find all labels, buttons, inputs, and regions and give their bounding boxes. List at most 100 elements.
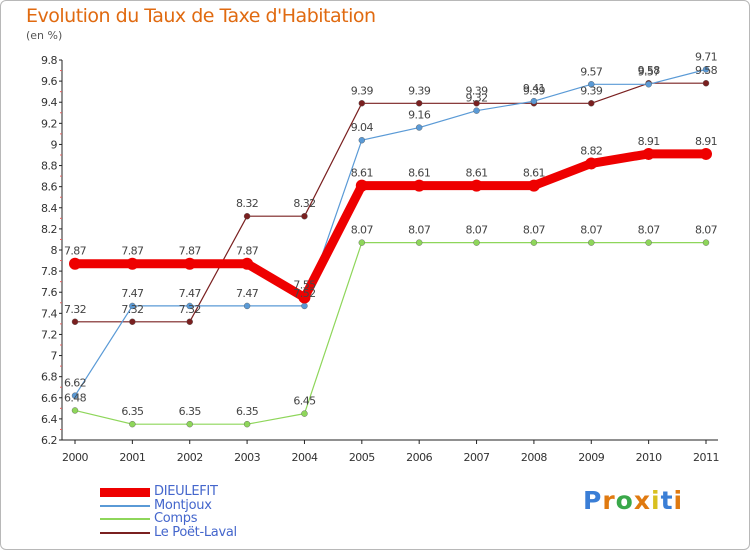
data-point-le-po-t-laval <box>243 213 251 220</box>
data-label-le-po-t-laval: 9.39 <box>580 84 603 97</box>
y-tick-label: 9.8 <box>41 54 57 67</box>
data-point-montjoux <box>129 302 136 310</box>
logo-letter: r <box>602 486 616 515</box>
data-label-dieulefit: 7.87 <box>179 245 202 258</box>
legend-swatch <box>100 518 150 521</box>
y-tick-label: 6.2 <box>41 434 57 447</box>
logo-letter: x <box>633 486 651 515</box>
y-tick-label: 9.4 <box>41 96 57 109</box>
data-label-comps: 8.07 <box>695 224 718 237</box>
legend-item-montjoux[interactable]: Montjoux <box>100 497 280 513</box>
data-label-montjoux: 9.57 <box>580 65 603 78</box>
data-point-comps <box>702 239 710 246</box>
data-label-comps: 8.07 <box>523 224 546 237</box>
data-point-comps <box>588 239 595 246</box>
data-label-dieulefit: 8.61 <box>351 167 373 180</box>
data-point-dieulefit <box>183 257 196 270</box>
x-tick-label: 2003 <box>234 451 260 464</box>
y-tick-label: 7 <box>51 350 58 363</box>
chart-ylabel: (en %) <box>26 29 63 42</box>
legend-label: Le Poët-Laval <box>154 524 237 540</box>
x-tick-label: 2008 <box>521 451 547 464</box>
data-point-montjoux <box>473 107 480 114</box>
y-tick-label: 7.4 <box>41 307 57 320</box>
data-label-montjoux: 9.04 <box>351 121 374 134</box>
data-point-montjoux <box>702 66 710 73</box>
data-label-comps: 6.35 <box>179 405 202 418</box>
y-tick-label: 9 <box>51 138 58 151</box>
data-label-comps: 6.48 <box>64 391 87 404</box>
x-tick-label: 2005 <box>349 451 375 464</box>
x-tick-label: 2001 <box>119 451 145 464</box>
logo-letter: i <box>673 486 684 515</box>
data-point-dieulefit <box>470 179 483 192</box>
logo-letter: o <box>615 486 634 515</box>
data-label-comps: 8.07 <box>638 224 661 237</box>
legend-item-le-poet-laval[interactable]: Le Poët-Laval <box>100 524 280 540</box>
data-point-comps <box>415 239 423 246</box>
data-label-le-po-t-laval: 7.32 <box>64 303 86 316</box>
data-label-montjoux: 9.32 <box>465 92 487 105</box>
axes: 6.2 6.4 6.6 6.8 7 7.2 7.4 7.6 7.8 8 8.2 8.4 8.6 8.8 9 9… <box>41 54 720 464</box>
data-point-montjoux <box>415 124 423 131</box>
data-point-le-po-t-laval <box>415 100 423 107</box>
legend-swatch <box>100 504 150 507</box>
x-tick-label: 2002 <box>177 451 203 464</box>
legend-item-dieulefit[interactable]: DIEULEFIT <box>100 484 280 499</box>
data-label-comps: 8.07 <box>351 224 374 237</box>
data-label-le-po-t-laval: 7.32 <box>121 303 143 316</box>
legend-label: Montjoux <box>154 497 212 513</box>
data-label-comps: 6.35 <box>236 405 259 418</box>
data-point-le-po-t-laval <box>301 213 308 220</box>
data-label-comps: 6.45 <box>293 395 316 408</box>
y-tick-label: 6.6 <box>41 392 57 405</box>
data-point-montjoux <box>530 97 538 105</box>
data-label-montjoux: 9.41 <box>523 82 545 95</box>
y-tick-label: 7.8 <box>41 265 57 278</box>
x-tick-label: 2011 <box>693 451 719 464</box>
data-point-montjoux <box>645 81 652 88</box>
y-tick-label: 8.4 <box>41 202 57 215</box>
y-tick-label: 8.2 <box>41 223 57 236</box>
data-label-montjoux: 9.57 <box>638 65 661 78</box>
legend-label: Comps <box>154 511 198 527</box>
data-label-le-po-t-laval: 9.58 <box>695 64 718 77</box>
data-point-dieulefit <box>298 291 311 304</box>
data-label-le-po-t-laval: 9.58 <box>638 64 661 77</box>
y-tick-label: 6.8 <box>41 371 57 384</box>
series-line-dieulefit <box>70 149 711 302</box>
data-point-comps <box>358 239 366 246</box>
y-tick-label: 7.2 <box>41 328 57 341</box>
series-line-montjoux <box>74 68 707 397</box>
y-tick-label: 8 <box>51 244 58 257</box>
data-label-le-po-t-laval: 9.39 <box>351 84 374 97</box>
data-point-dieulefit <box>585 157 598 170</box>
data-label-montjoux: 9.71 <box>695 51 717 64</box>
logo-letter: t <box>660 486 674 515</box>
data-label-dieulefit: 8.91 <box>695 135 717 148</box>
series-line-le-po-t-laval <box>74 82 707 323</box>
x-tick-label: 2010 <box>636 451 662 464</box>
data-label-montjoux: 7.47 <box>236 287 259 300</box>
data-label-dieulefit: 8.61 <box>465 167 487 180</box>
data-point-comps <box>473 239 480 246</box>
data-point-comps <box>301 410 308 417</box>
legend-item-comps[interactable]: Comps <box>100 511 280 527</box>
y-tick-label: 7.6 <box>41 286 57 299</box>
data-point-comps <box>129 420 136 428</box>
data-point-le-po-t-laval <box>473 100 480 107</box>
series-line-comps <box>74 242 707 425</box>
data-point-comps <box>645 239 652 246</box>
data-label-montjoux: 7.47 <box>121 287 144 300</box>
data-point-montjoux <box>301 302 308 310</box>
x-tick-label: 2007 <box>464 451 490 464</box>
data-label-montjoux: 7.47 <box>179 287 202 300</box>
data-point-comps <box>71 407 79 414</box>
data-point-dieulefit <box>241 257 254 270</box>
legend: DIEULEFIT Montjoux Comps Le Poët-Laval <box>100 484 280 540</box>
data-label-le-po-t-laval: 9.39 <box>523 84 546 97</box>
data-label-montjoux: 6.62 <box>64 377 86 390</box>
data-point-le-po-t-laval <box>129 318 136 325</box>
data-label-le-po-t-laval: 8.32 <box>236 197 258 210</box>
data-label-comps: 8.07 <box>408 224 431 237</box>
